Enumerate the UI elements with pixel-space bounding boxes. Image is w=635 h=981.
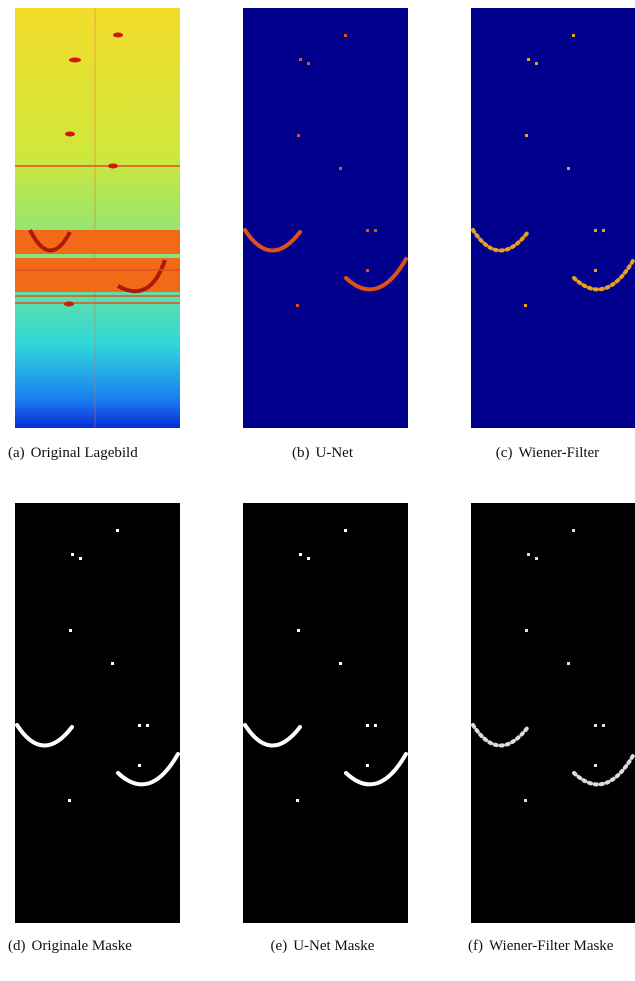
caption-text: Original Lagebild <box>31 445 138 461</box>
caption: (e) U-Net Maske <box>243 936 408 957</box>
caption: (b) U-Net <box>243 443 408 464</box>
caption-text: Originale Maske <box>32 938 132 954</box>
caption-text: U-Net Maske <box>293 938 374 954</box>
caption-label: (e) <box>271 938 288 954</box>
caption: (a) Original Lagebild <box>8 443 173 464</box>
wiener-output-image <box>471 8 635 428</box>
caption-label: (f) <box>468 938 483 954</box>
unet-output-image <box>243 8 408 428</box>
caption: (d) Originale Maske <box>8 936 173 957</box>
original-mask-image <box>15 503 180 923</box>
caption-text: U-Net <box>316 445 354 461</box>
caption: (c) Wiener-Filter <box>468 443 633 464</box>
spectrogram-image <box>15 8 180 428</box>
caption: (f) Wiener-Filter Maske <box>468 936 633 957</box>
figure-page: (a) Original Lagebild (b) U-Net (c) Wiener-… <box>0 0 635 981</box>
caption-label: (b) <box>292 445 310 461</box>
caption-label: (d) <box>8 938 26 954</box>
caption-label: (a) <box>8 445 25 461</box>
caption-text: Wiener-Filter Maske <box>489 938 613 954</box>
unet-mask-image <box>243 503 408 923</box>
caption-label: (c) <box>496 445 513 461</box>
caption-text: Wiener-Filter <box>518 445 599 461</box>
wiener-mask-image <box>471 503 635 923</box>
